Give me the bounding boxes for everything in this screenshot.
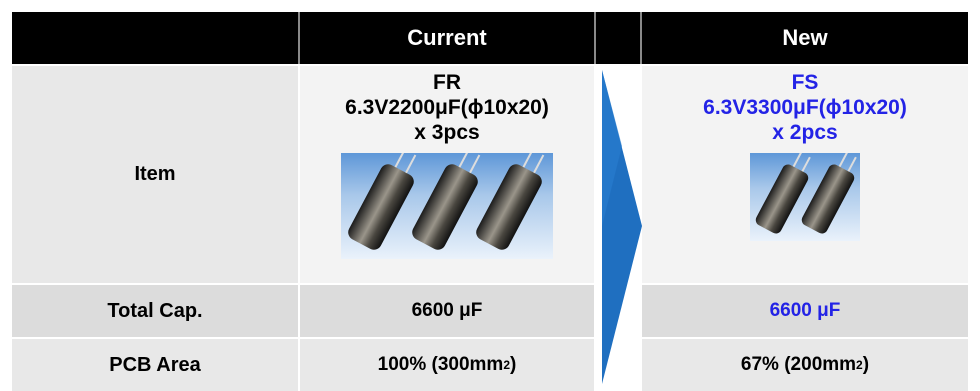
header-divider [640,12,642,64]
header-blank-cell [12,12,298,64]
header-new: New [642,12,968,64]
right-arrow-icon [596,66,642,391]
header-divider [594,12,596,64]
pcb-current-close: ) [510,354,517,375]
pcb-new-value: 67% (200mm [740,354,857,375]
total-cap-label: Total Cap. [12,285,298,337]
current-spec: 6.3V2200μF(ϕ10x20) [345,96,549,119]
header-current: Current [300,12,594,64]
pcb-area-current: 100% (300mm 2) [300,339,594,391]
pcb-area-label: PCB Area [12,339,298,391]
header-arrow-cell [596,12,640,64]
new-series: FS [791,71,819,94]
current-qty: x 3pcs [414,121,480,144]
item-label: Item [12,66,298,283]
header-divider [298,12,300,64]
item-new-cell: FS 6.3V3300μF(ϕ10x20) x 2pcs [642,66,968,283]
pcb-current-value: 100% (300mm [377,354,504,375]
pcb-new-close: ) [862,354,870,375]
capacitor-photo-2 [750,153,860,241]
new-qty: x 2pcs [772,121,838,144]
total-cap-current: 6600 μF [300,285,594,337]
current-series: FR [433,71,461,94]
capacitor-photo-3 [341,153,553,259]
item-current-cell: FR 6.3V2200μF(ϕ10x20) x 3pcs [300,66,594,283]
new-spec: 6.3V3300μF(ϕ10x20) [703,96,907,119]
total-cap-new: 6600 μF [642,285,968,337]
pcb-area-new: 67% (200mm 2) [642,339,968,391]
